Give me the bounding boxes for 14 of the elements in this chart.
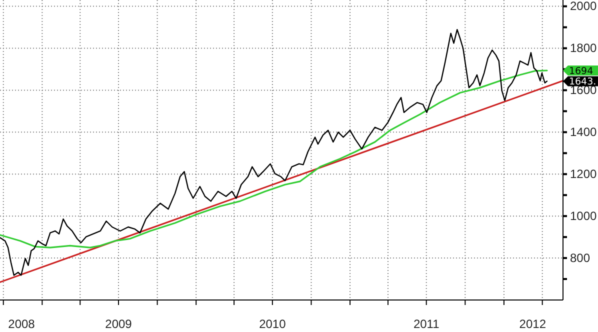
y-tick-label: 800 [570,250,590,265]
y-tick-label: 1200 [570,166,598,181]
y-tick-label: 1400 [570,125,598,140]
line-series [0,28,548,276]
x-tick-label: 2010 [259,317,286,332]
y-tick-label: 1800 [570,41,598,56]
annotation: 1694 [568,66,594,77]
x-tick-label: 2009 [105,317,132,332]
x-tick-label: 2011 [413,317,440,332]
y-tick-label: 2000 [570,0,598,14]
x-tick-label: 2008 [8,317,36,332]
y-tick-label: 1000 [570,208,598,223]
x-tick-label: 2012 [519,317,546,332]
line-series [0,70,548,248]
